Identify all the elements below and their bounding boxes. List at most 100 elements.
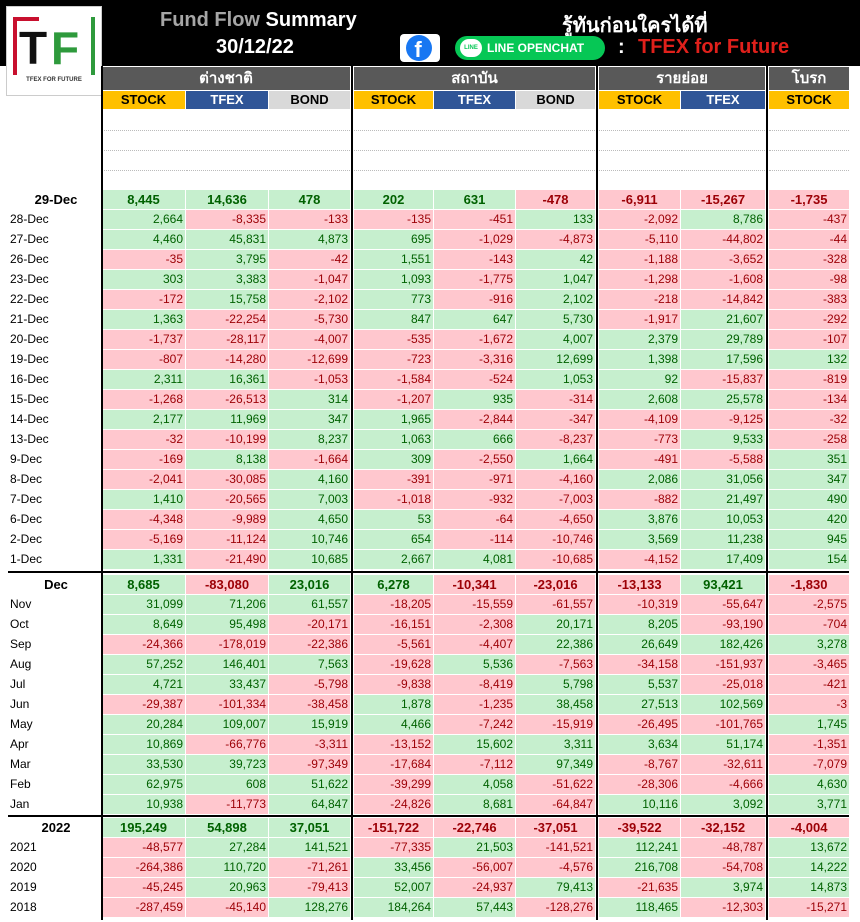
col-header-broker-stock: STOCK xyxy=(769,91,849,109)
value-cell: 5,537 xyxy=(599,675,680,694)
table-row: Nov 31,099 71,206 61,557 -18,205 -15,559 -61,5… xyxy=(8,595,849,615)
value-cell: 2,102 xyxy=(516,290,595,309)
value-cell: -4,666 xyxy=(681,775,765,794)
row-label: 13-Dec xyxy=(10,432,49,446)
row-label xyxy=(8,172,102,191)
col-header-inst-tfex: TFEX xyxy=(434,91,515,109)
row-label: 2-Dec xyxy=(10,532,43,546)
value-cell: 695 xyxy=(354,230,433,249)
row-label: Apr xyxy=(10,737,29,751)
group-header-broker: โบรก xyxy=(769,67,849,90)
value-cell: -24,826 xyxy=(354,795,433,814)
value-cell: -35 xyxy=(102,250,185,269)
row-label: Aug xyxy=(10,657,32,671)
value-cell: 2,379 xyxy=(599,330,680,349)
row-label: Feb xyxy=(10,777,31,791)
line-openchat-label: LINE OPENCHAT xyxy=(487,41,585,55)
value-cell: 184,264 xyxy=(354,898,433,917)
row-label: 6-Dec xyxy=(10,512,43,526)
value-cell: -383 xyxy=(769,290,849,309)
value-cell: 8,681 xyxy=(434,795,515,814)
value-cell: 16,361 xyxy=(186,370,268,389)
value-cell: -83,080 xyxy=(186,575,268,594)
value-cell: -437 xyxy=(769,210,849,229)
value-cell xyxy=(681,152,765,171)
value-cell: 8,138 xyxy=(186,450,268,469)
value-cell: -10,341 xyxy=(434,575,515,594)
row-label: 16-Dec xyxy=(10,372,49,386)
value-cell: 33,437 xyxy=(186,675,268,694)
row-label: Jul xyxy=(10,677,26,691)
value-cell: 1,047 xyxy=(516,270,595,289)
value-cell: -8,335 xyxy=(186,210,268,229)
value-cell: 945 xyxy=(769,530,849,549)
value-cell: 4,630 xyxy=(769,775,849,794)
value-cell: -4,004 xyxy=(769,818,849,837)
value-cell: -218 xyxy=(599,290,680,309)
value-cell: 182,426 xyxy=(681,635,765,654)
value-cell: 4,460 xyxy=(102,230,185,249)
value-cell xyxy=(102,112,185,131)
table-row: Oct 8,649 95,498 -20,171 -16,151 -2,308 20,171… xyxy=(8,615,849,635)
facebook-icon[interactable]: f xyxy=(400,34,440,62)
value-cell: -5,561 xyxy=(354,635,433,654)
value-cell: 347 xyxy=(269,410,350,429)
value-cell: -11,773 xyxy=(186,795,268,814)
blank-row xyxy=(8,112,849,132)
value-cell: 3,771 xyxy=(769,795,849,814)
value-cell: 92 xyxy=(599,370,680,389)
value-cell: -1,351 xyxy=(769,735,849,754)
value-cell: -7,112 xyxy=(434,755,515,774)
value-cell: -20,565 xyxy=(186,490,268,509)
value-cell: 3,634 xyxy=(599,735,680,754)
line-openchat-button[interactable]: LINE LINE OPENCHAT xyxy=(455,36,605,60)
value-cell xyxy=(599,112,680,131)
value-cell: 17,596 xyxy=(681,350,765,369)
row-label: 1-Dec xyxy=(10,552,43,566)
value-cell: -143 xyxy=(434,250,515,269)
value-cell: -314 xyxy=(516,390,595,409)
table-row: 6-Dec -4,348 -9,989 4,650 53 -64 -4,650 3,876 10… xyxy=(8,510,849,530)
logo-red-bar xyxy=(13,17,17,75)
value-cell: -97,349 xyxy=(269,755,350,774)
value-cell: 21,503 xyxy=(434,838,515,857)
value-cell: 1,363 xyxy=(102,310,185,329)
value-cell: -151,937 xyxy=(681,655,765,674)
logo-green-bar xyxy=(91,17,95,75)
value-cell: -25,018 xyxy=(681,675,765,694)
value-cell: -524 xyxy=(434,370,515,389)
value-cell xyxy=(269,132,350,151)
value-cell: -79,413 xyxy=(269,878,350,897)
table-row: May 20,284 109,007 15,919 4,466 -7,242 -15,919… xyxy=(8,715,849,735)
value-cell: 3,311 xyxy=(516,735,595,754)
value-cell: -12,303 xyxy=(681,898,765,917)
value-cell: 10,685 xyxy=(269,550,350,569)
table-row: 8-Dec -2,041 -30,085 4,160 -391 -971 -4,160 2,0… xyxy=(8,470,849,490)
value-cell: -114 xyxy=(434,530,515,549)
row-label: Mar xyxy=(10,757,31,771)
row-label: 2022 xyxy=(41,820,71,835)
value-cell: -10,685 xyxy=(516,550,595,569)
value-cell: -14,842 xyxy=(681,290,765,309)
vline-institution xyxy=(596,66,598,920)
value-cell: 11,969 xyxy=(186,410,268,429)
value-cell: 8,445 xyxy=(102,190,185,209)
table-row: 13-Dec -32 -10,199 8,237 1,063 666 -8,237 -773 9… xyxy=(8,430,849,450)
value-cell: 773 xyxy=(354,290,433,309)
value-cell: 631 xyxy=(434,190,515,209)
value-cell: 9,533 xyxy=(681,430,765,449)
value-cell: -4,152 xyxy=(599,550,680,569)
value-cell: 79,413 xyxy=(516,878,595,897)
value-cell: 1,664 xyxy=(516,450,595,469)
value-cell: 202 xyxy=(354,190,433,209)
value-cell: -42 xyxy=(269,250,350,269)
value-cell: -1,584 xyxy=(354,370,433,389)
row-label: 19-Dec xyxy=(10,352,49,366)
col-header-foreign-bond: BOND xyxy=(269,91,350,109)
value-cell xyxy=(516,112,595,131)
line-icon: LINE xyxy=(460,39,482,57)
page-title: Fund Flow Summary xyxy=(160,9,357,32)
value-cell xyxy=(516,172,595,191)
table-row: 2018 -287,459 -45,140 128,276 184,264 57,443-… xyxy=(8,898,849,918)
table-row: Aug 57,252 146,401 7,563 -19,628 5,536 -7,563-… xyxy=(8,655,849,675)
